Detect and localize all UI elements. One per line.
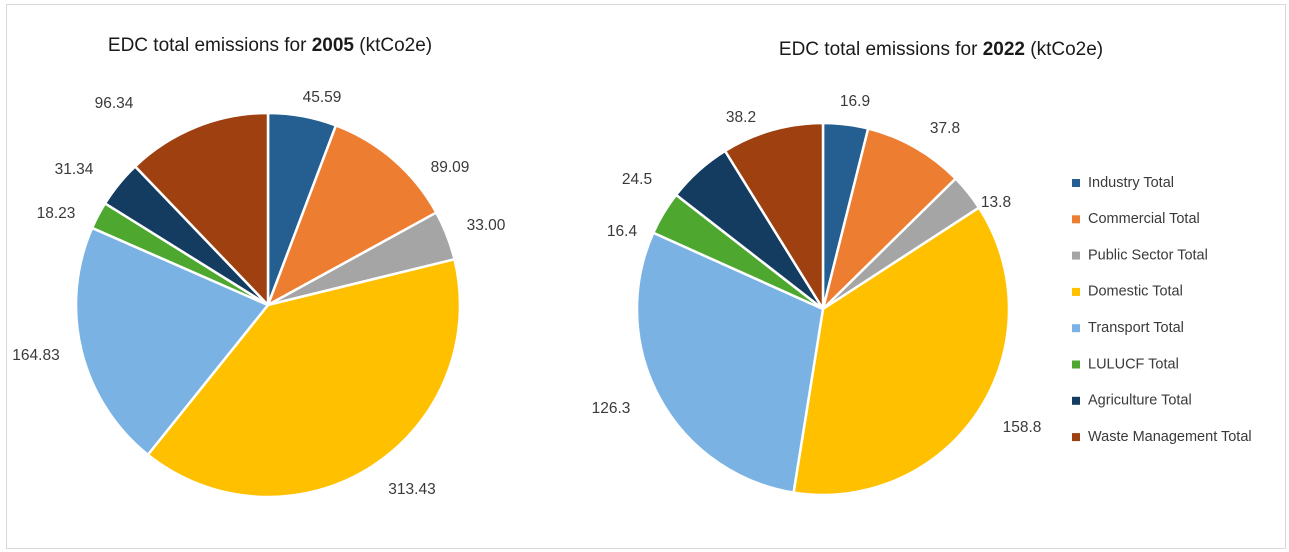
slice-2005-commercial-total xyxy=(266,124,438,307)
legend-swatch-industry-total xyxy=(1072,179,1080,187)
slice-2005-waste-management-total xyxy=(133,111,270,307)
slice-2022-domestic-total xyxy=(792,206,1011,497)
data-label-2005-transport-total: 164.83 xyxy=(12,347,59,364)
legend-label-lulucf-total: LULUCF Total xyxy=(1088,356,1179,372)
legend-swatch-transport-total xyxy=(1072,324,1080,333)
data-label-2022-public-sector-total: 13.8 xyxy=(981,194,1011,211)
data-label-2005-domestic-total: 313.43 xyxy=(388,481,435,498)
chart-title-2005-suffix: (ktCo2e) xyxy=(354,35,432,56)
data-label-2022-industry-total: 16.9 xyxy=(840,93,870,110)
legend-swatch-commercial-total xyxy=(1072,215,1080,224)
data-label-2005-commercial-total: 89.09 xyxy=(431,159,470,176)
chart-title-2005-year: 2005 xyxy=(312,35,355,56)
chart-title-2005-prefix: EDC total emissions for xyxy=(108,35,312,56)
chart-title-2022-suffix: (ktCo2e) xyxy=(1025,39,1103,60)
data-label-2005-public-sector-total: 33.00 xyxy=(467,217,506,234)
legend-label-waste-management-total: Waste Management Total xyxy=(1088,429,1252,445)
data-label-2022-agriculture-total: 24.5 xyxy=(622,171,652,188)
legend-label-industry-total: Industry Total xyxy=(1088,175,1174,191)
chart-title-2005: EDC total emissions for 2005 (ktCo2e) xyxy=(108,35,432,56)
legend-label-transport-total: Transport Total xyxy=(1088,320,1184,336)
data-label-2022-waste-management-total: 38.2 xyxy=(726,109,756,126)
data-label-2005-agriculture-total: 31.34 xyxy=(55,161,94,178)
chart-title-2022-year: 2022 xyxy=(983,39,1025,60)
slice-2022-transport-total xyxy=(635,231,825,494)
legend-swatch-waste-management-total xyxy=(1072,433,1080,442)
chart-title-2022-prefix: EDC total emissions for xyxy=(779,39,983,60)
data-label-2022-transport-total: 126.3 xyxy=(592,400,631,417)
legend-swatch-agriculture-total xyxy=(1072,396,1080,405)
chart-title-2022: EDC total emissions for 2022 (ktCo2e) xyxy=(779,39,1103,60)
data-label-2005-lulucf-total: 18.23 xyxy=(37,205,76,222)
data-label-2022-domestic-total: 158.8 xyxy=(1003,419,1042,436)
slice-2005-domestic-total xyxy=(146,258,462,499)
data-label-2022-commercial-total: 37.8 xyxy=(930,120,960,137)
legend-swatch-domestic-total xyxy=(1072,287,1080,296)
pie-2022: 16.9 37.8 13.8 158.8 126.3 16.4 24.5 38.2 xyxy=(592,93,1042,497)
legend: Industry Total Commercial Total Public Sec… xyxy=(1072,175,1252,445)
slice-2022-commercial-total xyxy=(821,127,957,311)
legend-label-agriculture-total: Agriculture Total xyxy=(1088,393,1192,409)
legend-swatch-public-sector-total xyxy=(1072,251,1080,260)
legend-label-commercial-total: Commercial Total xyxy=(1088,211,1200,227)
slice-2022-waste-management-total xyxy=(723,121,825,311)
legend-label-domestic-total: Domestic Total xyxy=(1088,284,1183,300)
data-label-2005-waste-management-total: 96.34 xyxy=(95,95,134,112)
pie-2005: 45.59 89.09 33.00 313.43 164.83 18.23 31.34 96.… xyxy=(12,89,506,499)
data-label-2022-lulucf-total: 16.4 xyxy=(607,223,638,240)
data-label-2005-industry-total: 45.59 xyxy=(303,89,342,106)
legend-label-public-sector-total: Public Sector Total xyxy=(1088,247,1208,263)
legend-swatch-lulucf-total xyxy=(1072,360,1080,369)
